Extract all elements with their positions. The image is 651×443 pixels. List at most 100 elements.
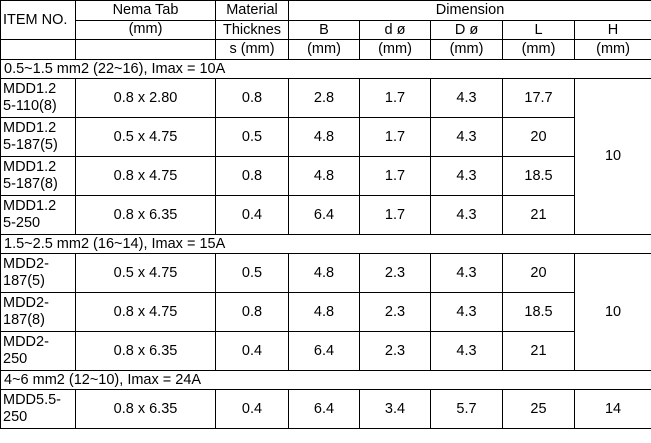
material-thickness-cell: 0.5 bbox=[215, 253, 289, 293]
dim-b-cell: 2.8 bbox=[288, 78, 360, 118]
item-no-cell: MDD2- 250 bbox=[0, 331, 76, 371]
dim-b-cell: 6.4 bbox=[288, 331, 360, 371]
material-header-line1: Material bbox=[215, 0, 289, 21]
dim-l-cell: 20 bbox=[502, 253, 575, 293]
material-thickness-cell: 0.4 bbox=[215, 195, 289, 235]
item-no-line1: MDD2- bbox=[3, 334, 49, 350]
dim-d-small-cell: 2.3 bbox=[359, 253, 431, 293]
item-no-line2: 250 bbox=[3, 351, 28, 367]
dim-b-cell: 4.8 bbox=[288, 292, 360, 332]
item-no-line1: MDD1.2 bbox=[3, 159, 57, 175]
header-row-1: ITEM NO. Nema Tab Material Dimension bbox=[0, 0, 651, 40]
dim-col-b-unit: (mm) bbox=[288, 39, 360, 60]
group-header-row: 1.5~2.5 mm2 (16~14), Imax = 15A bbox=[0, 234, 651, 254]
nema-tab-cell: 0.8 x 6.35 bbox=[75, 195, 216, 235]
table-row: MDD5.5- 250 0.8 x 6.35 0.4 6.4 3.4 5.7 25 14 bbox=[0, 389, 651, 429]
nema-tab-header: Nema Tab bbox=[75, 0, 216, 21]
dimension-header: Dimension bbox=[287, 0, 651, 21]
dim-h-cell: 10 bbox=[573, 253, 651, 371]
group-label: 0.5~1.5 mm2 (22~16), Imax = 10A bbox=[0, 59, 651, 79]
dim-d-big-cell: 4.3 bbox=[430, 253, 503, 293]
material-thickness-cell: 0.5 bbox=[215, 117, 289, 157]
item-no-line1: MDD1.2 bbox=[3, 198, 57, 214]
nema-tab-cell: 0.5 x 4.75 bbox=[75, 117, 216, 157]
nema-tab-cell: 0.5 x 4.75 bbox=[75, 253, 216, 293]
dim-col-b-label: B bbox=[288, 20, 360, 40]
dim-d-big-cell: 4.3 bbox=[430, 331, 503, 371]
dim-col-d-big-label: D ø bbox=[430, 20, 503, 40]
dim-d-big-cell: 4.3 bbox=[430, 195, 503, 235]
table-row: MDD1.2 5-110(8) 0.8 x 2.80 0.8 2.8 1.7 4.3 17.7… bbox=[0, 78, 651, 235]
material-thickness-cell: 0.8 bbox=[215, 156, 289, 196]
dim-d-small-cell: 3.4 bbox=[359, 389, 431, 429]
dim-col-d-big-unit: (mm) bbox=[430, 39, 503, 60]
item-no-line1: MDD2- bbox=[3, 256, 49, 272]
dim-d-small-cell: 1.7 bbox=[359, 78, 431, 118]
item-no-line2: 250 bbox=[3, 409, 28, 425]
dim-d-big-cell: 4.3 bbox=[430, 292, 503, 332]
terminal-spec-table: ITEM NO. Nema Tab Material Dimension (mm… bbox=[0, 0, 651, 429]
item-no-cell: MDD1.2 5-187(8) bbox=[0, 156, 76, 196]
nema-tab-cell: 0.8 x 6.35 bbox=[75, 331, 216, 371]
item-no-cell: MDD5.5- 250 bbox=[0, 389, 76, 429]
dim-col-h-unit: (mm) bbox=[573, 39, 651, 60]
dim-d-small-cell: 1.7 bbox=[359, 117, 431, 157]
item-no-line2: 187(8) bbox=[3, 312, 45, 328]
nema-tab-cell: 0.8 x 6.35 bbox=[75, 389, 216, 429]
dim-d-small-cell: 2.3 bbox=[359, 292, 431, 332]
dim-col-d-small-unit: (mm) bbox=[359, 39, 431, 60]
item-no-line1: MDD1.2 bbox=[3, 81, 57, 97]
group-header-row: 0.5~1.5 mm2 (22~16), Imax = 10A bbox=[0, 59, 651, 79]
table-row: MDD1.2 5-187(5) 0.5 x 4.75 0.5 4.8 1.7 4.3 20 bbox=[0, 117, 651, 157]
dim-b-cell: 4.8 bbox=[288, 156, 360, 196]
nema-tab-cell: 0.8 x 2.80 bbox=[75, 78, 216, 118]
dim-d-small-cell: 1.7 bbox=[359, 195, 431, 235]
material-thickness-cell: 0.8 bbox=[215, 78, 289, 118]
dim-b-cell: 4.8 bbox=[288, 253, 360, 293]
item-no-header: ITEM NO. bbox=[0, 0, 76, 40]
dim-l-cell: 20 bbox=[502, 117, 575, 157]
table-row: MDD1.2 5-187(8) 0.8 x 4.75 0.8 4.8 1.7 4.3 18.5 bbox=[0, 156, 651, 196]
dim-l-cell: 21 bbox=[502, 331, 575, 371]
item-no-line1: MDD1.2 bbox=[3, 120, 57, 136]
dim-b-cell: 6.4 bbox=[288, 195, 360, 235]
item-no-cell: MDD1.2 5-187(5) bbox=[0, 117, 76, 157]
material-header-line2: Thicknes bbox=[215, 20, 289, 40]
table-row: MDD2- 187(5) 0.5 x 4.75 0.5 4.8 2.3 4.3 20 10 bbox=[0, 253, 651, 371]
nema-tab-cell: 0.8 x 4.75 bbox=[75, 292, 216, 332]
table-row: MDD1.2 5-250 0.8 x 6.35 0.4 6.4 1.7 4.3 21 bbox=[0, 195, 651, 235]
material-header-line3: s (mm) bbox=[215, 39, 289, 60]
nema-tab-header-blank bbox=[75, 39, 216, 60]
item-no-line1: MDD2- bbox=[3, 295, 49, 311]
dim-d-small-cell: 2.3 bbox=[359, 331, 431, 371]
material-thickness-cell: 0.8 bbox=[215, 292, 289, 332]
dim-h-cell: 14 bbox=[573, 389, 651, 429]
dim-col-h-label: H bbox=[573, 20, 651, 40]
group-label: 4~6 mm2 (12~10), Imax = 24A bbox=[0, 370, 651, 390]
material-thickness-cell: 0.4 bbox=[215, 389, 289, 429]
header-row-2: (mm) Thicknes B d ø D ø L H bbox=[1, 20, 651, 40]
item-no-line2: 5-187(8) bbox=[3, 176, 58, 192]
item-no-line2: 5-250 bbox=[3, 215, 41, 231]
dim-d-small-cell: 1.7 bbox=[359, 156, 431, 196]
dim-d-big-cell: 4.3 bbox=[430, 156, 503, 196]
dim-col-d-small-label: d ø bbox=[359, 20, 431, 40]
dim-d-big-cell: 4.3 bbox=[430, 78, 503, 118]
item-no-line2: 5-110(8) bbox=[3, 98, 57, 114]
item-no-header-blank bbox=[0, 39, 76, 60]
dim-l-cell: 25 bbox=[502, 389, 575, 429]
item-no-cell: MDD1.2 5-250 bbox=[0, 195, 76, 235]
dim-l-cell: 21 bbox=[502, 195, 575, 235]
dim-d-big-cell: 4.3 bbox=[430, 117, 503, 157]
dim-b-cell: 6.4 bbox=[288, 389, 360, 429]
material-thickness-cell: 0.4 bbox=[215, 331, 289, 371]
dim-d-big-cell: 5.7 bbox=[430, 389, 503, 429]
nema-tab-unit: (mm) bbox=[75, 20, 216, 40]
table-row: MDD2- 250 0.8 x 6.35 0.4 6.4 2.3 4.3 21 bbox=[0, 331, 651, 371]
dim-h-cell: 10 bbox=[573, 78, 651, 235]
nema-tab-cell: 0.8 x 4.75 bbox=[75, 156, 216, 196]
dim-col-l-label: L bbox=[502, 20, 575, 40]
item-no-line2: 187(5) bbox=[3, 273, 45, 289]
item-no-cell: MDD1.2 5-110(8) bbox=[0, 78, 76, 118]
item-no-cell: MDD2- 187(8) bbox=[0, 292, 76, 332]
